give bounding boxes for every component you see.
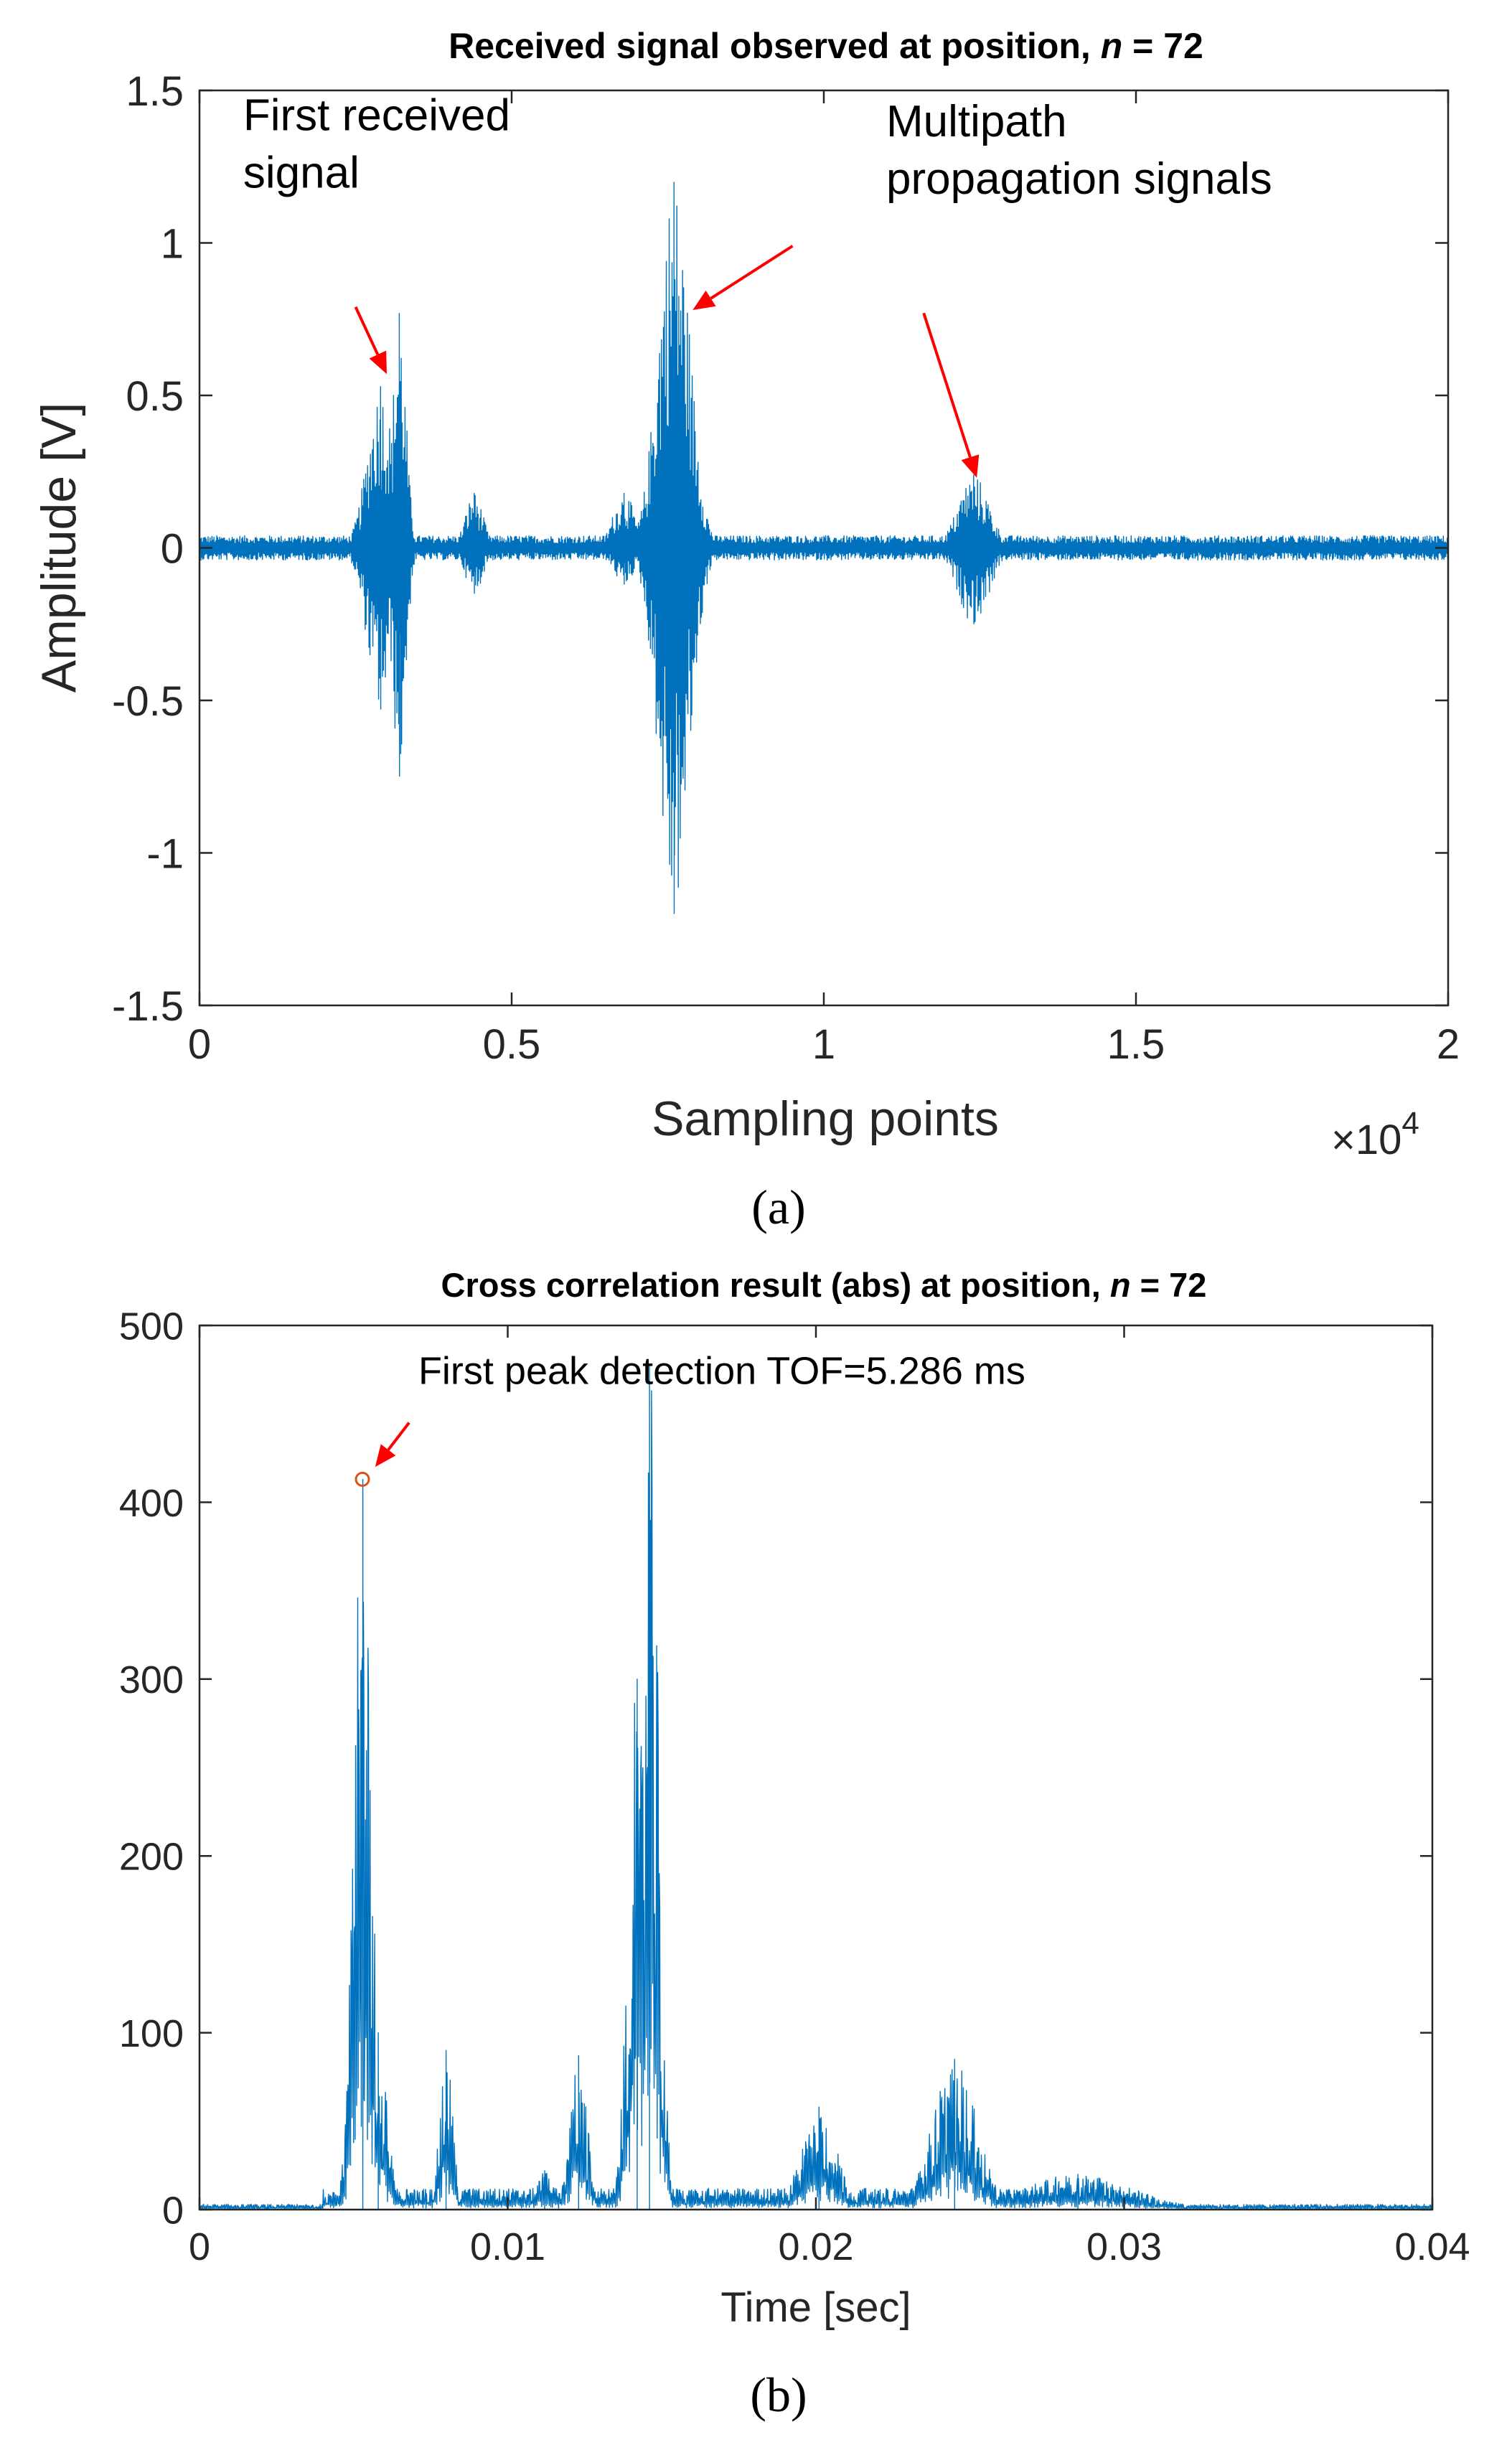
- panel-a-title: Received signal observed at position, n …: [449, 26, 1203, 66]
- panel-b-annotations: First peak detection TOF=5.286 ms: [418, 1349, 1025, 1392]
- panel-b-caption: (b): [750, 2367, 807, 2422]
- panel-b-first-peak-marker: [354, 1471, 370, 1487]
- x-tick-label: 0: [188, 1021, 211, 1068]
- arrow-line: [710, 245, 794, 300]
- x-tick-label: 0: [189, 2225, 210, 2268]
- panel-a-arrows: [354, 245, 980, 478]
- panel-a-signal-line: [199, 182, 1449, 914]
- y-tick-label: 0.5: [126, 373, 184, 420]
- annotation-text: Multipath propagation signals: [886, 97, 1272, 204]
- y-tick-label: 400: [119, 1482, 184, 1525]
- arrow-line: [354, 306, 380, 355]
- panel-b-ticks: 0 0.01 0.02 0.03 0.04 0 100 200 300 400 500: [119, 1305, 1470, 2268]
- panel-a-ticks: 0 0.5 1 1.5 2 -1.5 -1 -0.5 0 0.5 1 1.5: [112, 68, 1460, 1068]
- x-tick-label: 1: [812, 1021, 835, 1068]
- panel-a-xlabel: Sampling points: [652, 1092, 999, 1146]
- panel-b-arrows: [375, 1422, 410, 1468]
- arrow-head: [375, 1444, 396, 1468]
- y-tick-label: 1: [161, 220, 184, 267]
- panel-b-signal-line: [199, 1366, 1433, 2210]
- panel-a-gridlayer: [199, 182, 1449, 914]
- x-tick-label: 2: [1437, 1021, 1460, 1068]
- panel-a: Received signal observed at position, n …: [32, 26, 1460, 1234]
- y-tick-label: 0: [161, 525, 184, 572]
- annotation-text: First received signal: [243, 90, 510, 197]
- arrow-head: [369, 350, 387, 375]
- y-tick-label: 200: [119, 1836, 184, 1879]
- arrow-line: [922, 312, 972, 458]
- arrow-head: [961, 454, 980, 478]
- x-tick-label: 1.5: [1107, 1021, 1165, 1068]
- y-tick-label: -0.5: [112, 678, 184, 725]
- y-tick-label: 100: [119, 2012, 184, 2055]
- annotation-text: First peak detection TOF=5.286 ms: [418, 1349, 1025, 1392]
- arrow-head: [692, 290, 716, 310]
- y-tick-label: -1: [146, 830, 184, 877]
- panel-a-caption: (a): [751, 1180, 805, 1234]
- panel-b-xlabel: Time [sec]: [720, 2284, 911, 2331]
- y-tick-label: 0: [162, 2189, 184, 2232]
- x-tick-label: 0.04: [1394, 2225, 1470, 2268]
- panel-a-ylabel: Amplitude [V]: [32, 403, 86, 693]
- y-tick-label: 500: [119, 1305, 184, 1348]
- arrow-line: [387, 1422, 410, 1451]
- x-tick-label: 0.01: [470, 2225, 545, 2268]
- panel-b: Cross correlation result (abs) at positi…: [119, 1266, 1470, 2422]
- x-tick-label: 0.03: [1086, 2225, 1162, 2268]
- y-tick-label: 1.5: [126, 68, 184, 115]
- panel-a-annotations: First received signal Multipath propagation…: [243, 90, 1272, 204]
- x-tick-label: 0.02: [778, 2225, 853, 2268]
- y-tick-label: 300: [119, 1658, 184, 1701]
- panel-b-title: Cross correlation result (abs) at positi…: [441, 1266, 1207, 1304]
- x-tick-label: 0.5: [483, 1021, 541, 1068]
- panel-a-x-exponent: ×104: [1331, 1106, 1419, 1163]
- y-tick-label: -1.5: [112, 983, 184, 1030]
